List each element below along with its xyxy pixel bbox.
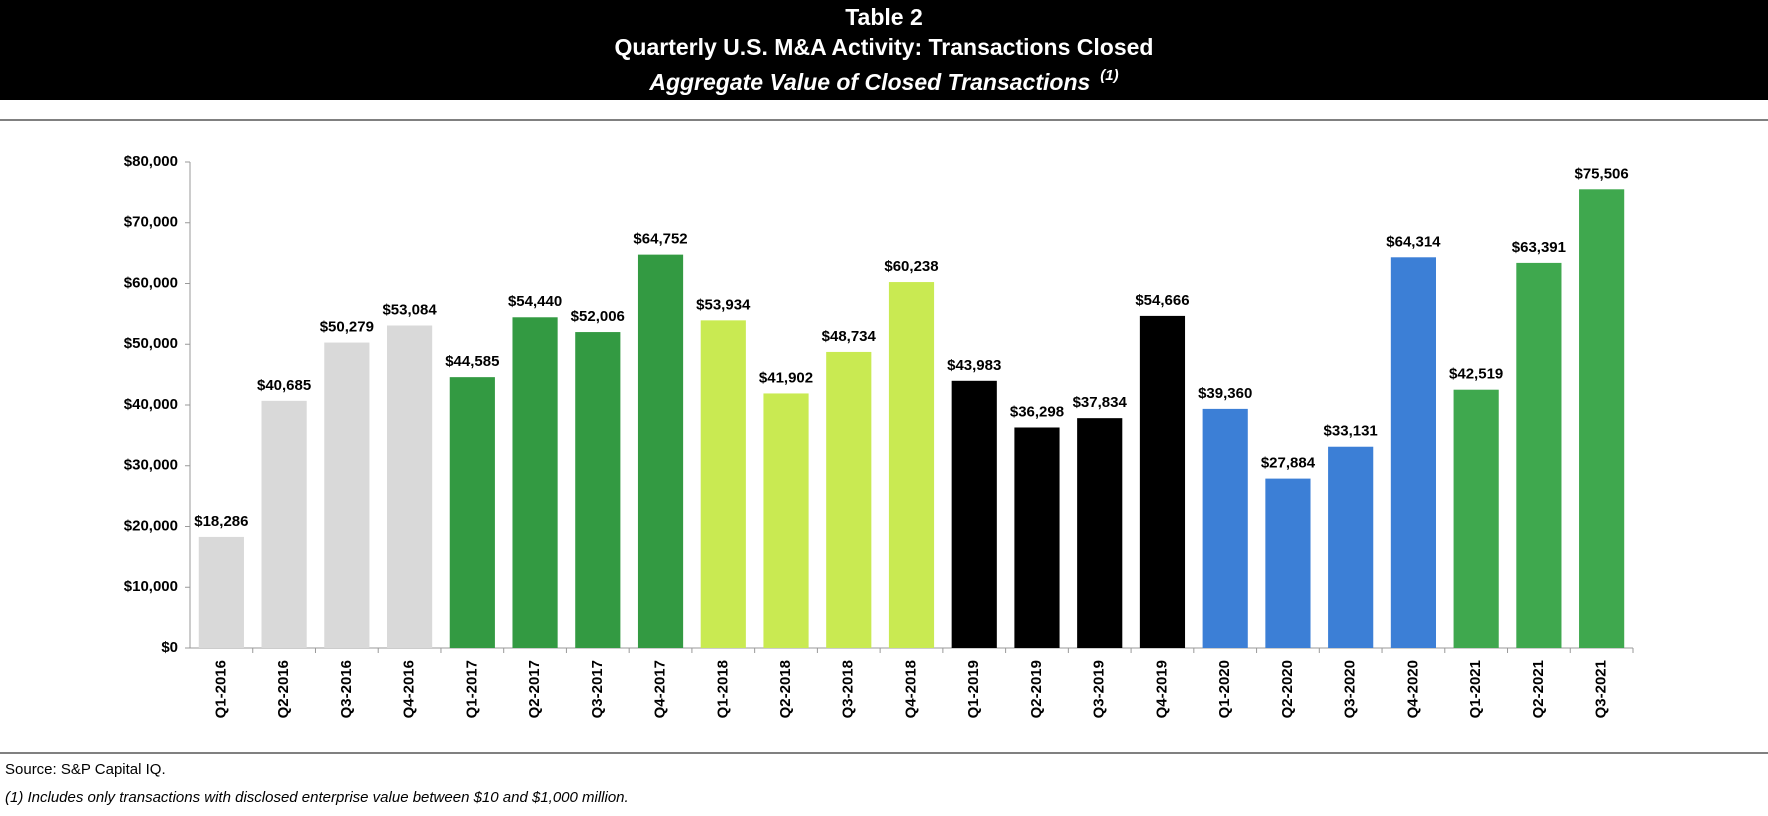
bar (1390, 257, 1436, 648)
bar (575, 332, 621, 648)
bar (261, 400, 307, 648)
value-label: $44,585 (445, 353, 499, 370)
bar (700, 320, 746, 648)
y-tick-label: $60,000 (124, 274, 178, 291)
value-label: $52,006 (571, 308, 625, 325)
x-tick-label: Q3-2019 (1091, 660, 1108, 718)
x-tick-label: Q2-2020 (1279, 660, 1296, 718)
value-label: $53,084 (382, 301, 437, 318)
value-label: $18,286 (194, 513, 248, 530)
x-tick-label: Q4-2016 (401, 660, 418, 718)
bar (1516, 262, 1562, 648)
value-label: $33,131 (1324, 423, 1378, 440)
bar (1453, 389, 1499, 648)
x-tick-label: Q1-2019 (965, 660, 982, 718)
x-tick-label: Q4-2019 (1153, 660, 1170, 718)
bar (763, 393, 809, 648)
bar (637, 254, 684, 649)
chart-subtitle-group: Aggregate Value of Closed Transactions (1… (648, 67, 1118, 95)
x-tick-label: Q2-2021 (1530, 660, 1547, 718)
y-tick-label: $20,000 (124, 517, 178, 534)
value-label: $64,314 (1386, 233, 1441, 250)
x-tick-label: Q1-2021 (1467, 660, 1484, 718)
bar (1077, 418, 1123, 648)
x-tick-label: Q3-2020 (1342, 660, 1359, 718)
value-label: $42,519 (1449, 366, 1503, 383)
x-tick-label: Q2-2016 (275, 660, 292, 718)
value-label: $43,983 (947, 357, 1001, 374)
bar (1139, 315, 1186, 648)
x-tick-label: Q1-2016 (212, 660, 229, 718)
bar (951, 380, 997, 648)
chart-subtitle: Aggregate Value of Closed Transactions (648, 69, 1090, 95)
x-tick-label: Q4-2017 (652, 660, 669, 718)
value-label: $37,834 (1073, 394, 1128, 411)
x-tick-label: Q2-2018 (777, 660, 794, 718)
x-tick-label: Q1-2020 (1216, 660, 1233, 718)
y-tick-label: $0 (161, 639, 178, 656)
x-tick-label: Q3-2016 (338, 660, 355, 718)
x-tick-label: Q2-2017 (526, 660, 543, 718)
x-tick-label: Q4-2020 (1404, 660, 1421, 718)
header-band (0, 0, 1768, 100)
value-label: $50,279 (320, 319, 374, 336)
y-tick-label: $10,000 (124, 578, 178, 595)
value-label: $54,666 (1135, 292, 1189, 309)
value-label: $48,734 (822, 328, 877, 345)
bar (1579, 189, 1625, 648)
value-label: $41,902 (759, 369, 813, 386)
x-tick-label: Q2-2019 (1028, 660, 1045, 718)
value-label: $64,752 (633, 231, 687, 248)
source: Source: S&P Capital IQ. (5, 761, 166, 778)
bar (826, 351, 872, 648)
value-label: $60,238 (884, 258, 938, 275)
x-tick-label: Q3-2018 (840, 660, 857, 718)
bar (1265, 478, 1311, 648)
bar (1202, 408, 1248, 648)
value-label: $75,506 (1575, 165, 1629, 182)
bar (449, 377, 495, 648)
value-label: $53,934 (696, 296, 751, 313)
x-tick-label: Q4-2018 (902, 660, 919, 718)
y-tick-label: $70,000 (124, 214, 178, 231)
y-tick-label: $40,000 (124, 396, 178, 413)
x-tick-label: Q1-2017 (463, 660, 480, 718)
bar (387, 325, 433, 648)
x-tick-label: Q3-2017 (589, 660, 606, 718)
value-label: $63,391 (1512, 239, 1566, 256)
value-label: $40,685 (257, 377, 311, 394)
bar (1328, 446, 1374, 648)
value-label: $54,440 (508, 293, 562, 310)
bar (1014, 427, 1060, 648)
x-tick-label: Q3-2021 (1593, 660, 1610, 718)
footnote: (1) Includes only transactions with disc… (5, 789, 629, 806)
y-tick-label: $50,000 (124, 335, 178, 352)
value-label: $39,360 (1198, 385, 1252, 402)
x-tick-label: Q1-2018 (714, 660, 731, 718)
bar (512, 317, 558, 648)
chart-title: Quarterly U.S. M&A Activity: Transaction… (615, 34, 1154, 60)
table-label: Table 2 (845, 4, 923, 30)
y-tick-label: $30,000 (124, 457, 178, 474)
value-label: $36,298 (1010, 403, 1064, 420)
y-tick-label: $80,000 (124, 153, 178, 170)
subtitle-note: (1) (1100, 67, 1118, 84)
bar (324, 342, 370, 648)
bar (198, 536, 244, 648)
value-label: $27,884 (1261, 455, 1316, 472)
bar (888, 282, 935, 648)
